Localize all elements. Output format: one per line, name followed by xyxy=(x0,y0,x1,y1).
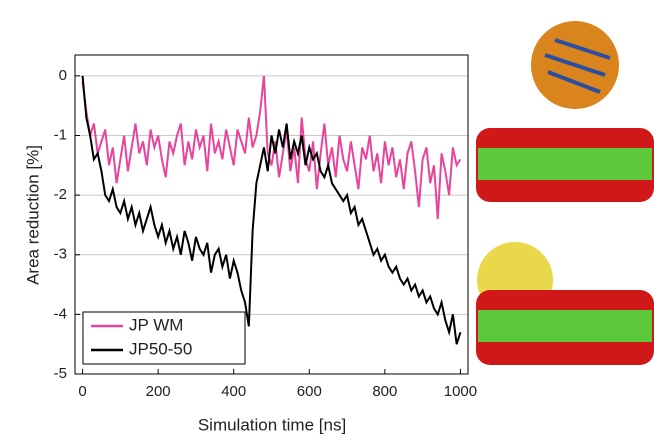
x-axis-label: Simulation time [ns] xyxy=(198,415,346,434)
plot-frame xyxy=(74,54,469,375)
y-tick-label: -4 xyxy=(54,305,67,322)
x-tick-label: 1000 xyxy=(444,383,477,400)
x-tick-label: 600 xyxy=(297,383,322,400)
x-tick-label: 200 xyxy=(146,383,171,400)
x-tick-label: 0 xyxy=(78,383,86,400)
x-tick-label: 800 xyxy=(372,383,397,400)
series-line xyxy=(81,75,462,345)
bilayer-core xyxy=(478,310,652,342)
molecular-renders xyxy=(476,21,654,365)
y-axis-label: Area reduction [%] xyxy=(23,145,42,285)
x-tick-label: 400 xyxy=(221,383,246,400)
y-tick-label: 0 xyxy=(59,67,67,84)
y-tick-label: -3 xyxy=(54,246,67,263)
series-line xyxy=(81,75,462,220)
y-tick-label: -1 xyxy=(54,126,67,143)
legend-label: JP WM xyxy=(129,315,183,334)
render-stripes xyxy=(544,38,611,94)
legend-box xyxy=(82,311,246,365)
legend-label: JP50-50 xyxy=(129,339,192,358)
bilayer-core xyxy=(478,148,652,180)
y-tick-label: -2 xyxy=(54,186,67,203)
y-tick-label: -5 xyxy=(54,365,67,382)
